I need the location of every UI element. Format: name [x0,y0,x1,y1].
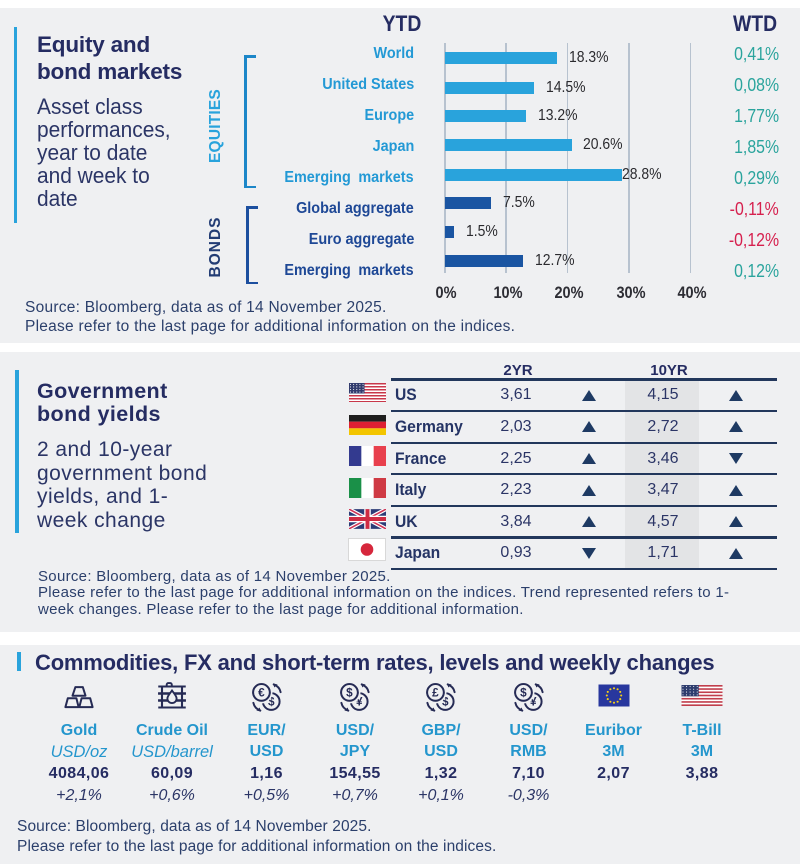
svg-text:$: $ [346,686,353,699]
svg-text:¥: ¥ [356,695,363,708]
svg-text:$: $ [520,686,527,699]
svg-text:€: € [258,686,265,699]
svg-text:£: £ [432,686,439,699]
svg-text:$: $ [442,695,449,708]
svg-text:¥: ¥ [529,695,536,708]
svg-text:$: $ [267,695,274,708]
